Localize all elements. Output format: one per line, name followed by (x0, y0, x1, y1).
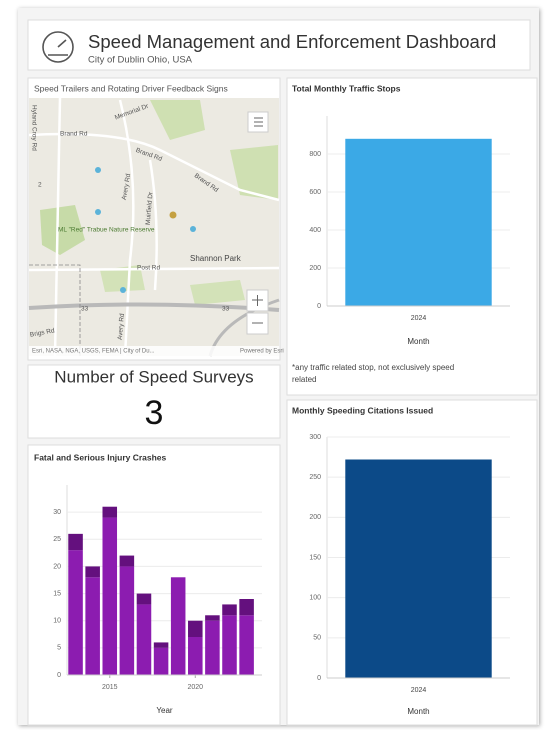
bar-segment (68, 533, 83, 551)
y-tick-label: 20 (53, 563, 61, 570)
bar-segment (102, 506, 118, 518)
x-axis-label: Month (407, 707, 429, 716)
bar-segment (205, 615, 220, 621)
x-tick-label: 2024 (411, 687, 427, 694)
gauge-icon (42, 31, 74, 63)
y-tick-label: 100 (309, 595, 321, 602)
map-label: Muirfield Dr (145, 191, 155, 226)
bar (345, 138, 492, 306)
map-label: Avery Rd (117, 313, 126, 341)
y-tick-label: 250 (309, 474, 321, 481)
y-tick-label: 800 (309, 151, 321, 158)
indicator-title: Number of Speed Surveys (54, 367, 253, 386)
y-tick-label: 300 (309, 434, 321, 441)
y-tick-label: 400 (309, 227, 321, 234)
y-tick-label: 0 (57, 672, 61, 679)
y-tick-label: 10 (53, 618, 61, 625)
bar-segment (239, 599, 254, 616)
map-label: Shannon Park (190, 254, 242, 263)
bar (345, 459, 492, 678)
map-label: Hyland Croy Rd (30, 105, 37, 151)
x-tick-label: 2020 (188, 684, 204, 691)
chart-title: Total Monthly Traffic Stops (292, 83, 401, 93)
y-tick-label: 5 (57, 645, 61, 652)
y-tick-label: 150 (309, 554, 321, 561)
chart-title: Monthly Speeding Citations Issued (292, 405, 433, 415)
bar-segment (188, 620, 203, 637)
bar-segment (205, 620, 220, 675)
x-tick-label: 2015 (102, 684, 118, 691)
dashboard-subtitle: City of Dublin Ohio, USA (88, 55, 193, 66)
chart-title: Fatal and Serious Injury Crashes (34, 452, 167, 462)
y-tick-label: 200 (309, 265, 321, 272)
y-tick-label: 600 (309, 189, 321, 196)
bar-segment (170, 577, 186, 675)
x-axis-label: Month (407, 337, 429, 346)
bar-segment (222, 615, 237, 675)
map-label: Post Rd (137, 265, 161, 272)
y-tick-label: 0 (317, 675, 321, 682)
map-label: ML "Red" Trabue Nature Reserve (58, 227, 155, 234)
map-label: Brigs Rd (29, 327, 55, 338)
bar-segment (68, 550, 83, 675)
x-axis-label: Year (156, 706, 173, 715)
bar-segment (102, 517, 118, 675)
bar-segment (222, 604, 237, 616)
y-tick-label: 0 (317, 303, 321, 310)
bar-segment (136, 604, 152, 675)
map-attribution: Esri, NASA, NGA, USGS, FEMA | City of Du… (32, 349, 155, 355)
x-tick-label: 2024 (411, 315, 427, 322)
map (28, 97, 280, 357)
bar-segment (85, 577, 100, 675)
map-label: Avery Rd (121, 173, 133, 201)
bar-segment (119, 555, 135, 567)
y-tick-label: 50 (313, 635, 321, 642)
map-powered-by: Powered by Esri (240, 349, 284, 355)
y-tick-label: 200 (309, 514, 321, 521)
bar-segment (188, 637, 203, 675)
indicator-value: 3 (145, 394, 164, 432)
chart-panel (27, 444, 281, 726)
y-tick-label: 15 (53, 590, 61, 597)
map-label: 33 (222, 306, 230, 313)
map-title: Speed Trailers and Rotating Driver Feedb… (34, 83, 228, 93)
header-panel (27, 19, 531, 71)
y-tick-label: 25 (53, 536, 61, 543)
bar-segment (136, 593, 152, 605)
bar-segment (239, 615, 254, 675)
map-label: 2 (38, 182, 42, 189)
bar-segment (85, 566, 100, 578)
map-label: 33 (81, 306, 89, 313)
indicator-panel (27, 364, 281, 439)
bar-segment (153, 647, 169, 675)
map-label: Brand Rd (60, 131, 88, 138)
y-tick-label: 30 (53, 509, 61, 516)
dashboard-title: Speed Management and Enforcement Dashboa… (88, 31, 496, 52)
bar-segment (153, 642, 169, 648)
bar-segment (119, 566, 135, 675)
chart-note: *any traffic related stop, not exclusive… (292, 363, 454, 384)
